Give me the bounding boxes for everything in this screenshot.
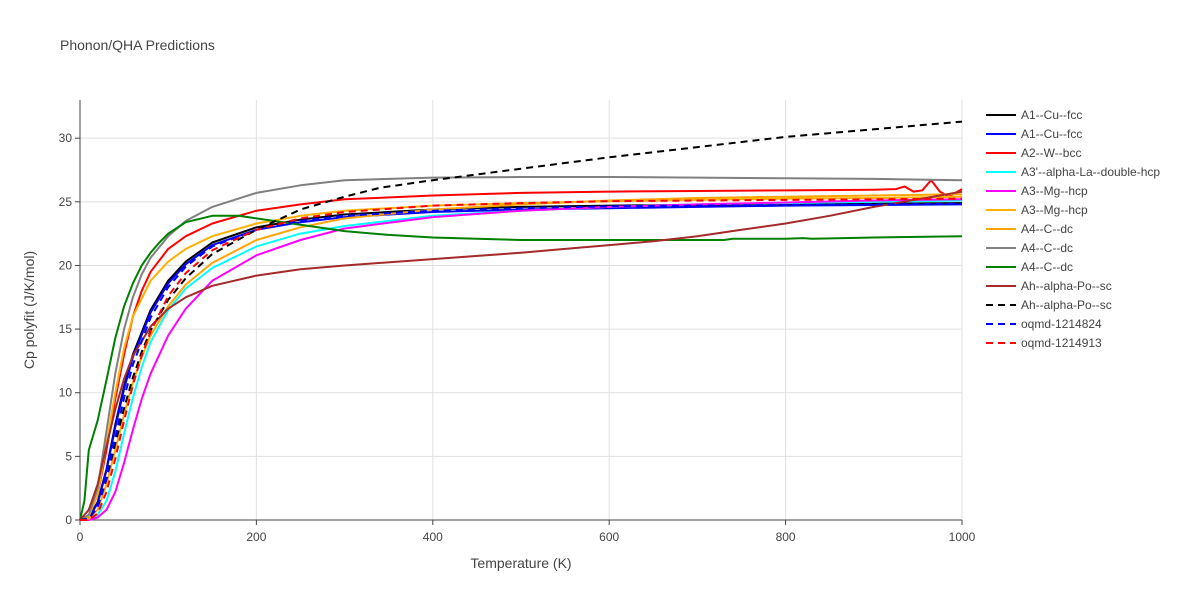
plot-area [79,120,963,521]
series-line-11 [79,202,963,521]
series-line-9 [79,190,963,521]
legend-label: A3--Mg--hcp [1021,203,1088,217]
x-tick-label: 400 [423,530,443,544]
y-tick-label: 10 [59,386,73,400]
x-tick-label: 200 [246,530,266,544]
legend-item[interactable]: A4--C--dc [986,260,1073,274]
legend-label: A3--Mg--hcp [1021,184,1088,198]
y-tick-label: 20 [59,258,73,272]
legend-item[interactable]: A3--Mg--hcp [986,203,1088,217]
legend-item[interactable]: A4--C--dc [986,222,1073,236]
legend-label: A4--C--dc [1021,241,1073,255]
legend-label: A1--Cu--fcc [1021,127,1082,141]
legend-label: A3'--alpha-La--double-hcp [1021,165,1160,179]
legend-item[interactable]: Ah--alpha-Po--sc [986,279,1112,293]
legend-item[interactable]: A1--Cu--fcc [986,108,1082,122]
legend-label: A1--Cu--fcc [1021,108,1082,122]
legend-label: oqmd-1214913 [1021,336,1102,350]
series-line-8 [79,214,963,521]
x-axis-title: Temperature (K) [470,555,571,571]
legend-item[interactable]: A4--C--dc [986,241,1073,255]
y-axis-title: Cp polyfit (J/K/mol) [21,251,37,369]
legend-label: Ah--alpha-Po--sc [1021,279,1112,293]
y-tick-label: 25 [59,195,73,209]
series-line-6 [79,193,963,521]
y-tick-label: 15 [59,322,73,336]
series-line-5 [79,195,963,521]
y-axis-ticks: 0 5 10 15 20 25 30 [59,131,80,527]
legend-item[interactable]: A3--Mg--hcp [986,184,1088,198]
legend-item[interactable]: oqmd-1214824 [986,317,1102,331]
series-line-7 [79,176,963,521]
legend-label: Ah--alpha-Po--sc [1021,298,1112,312]
axes [79,100,962,521]
y-tick-label: 5 [65,449,72,463]
series-line-12 [80,197,963,521]
legend-label: oqmd-1214824 [1021,317,1102,331]
y-tick-label: 0 [65,513,72,527]
legend-item[interactable]: oqmd-1214913 [986,336,1102,350]
x-tick-label: 1000 [949,530,976,544]
x-tick-label: 0 [77,530,84,544]
y-tick-label: 30 [59,131,73,145]
x-axis-ticks: 0 200 400 600 800 1000 [77,520,976,544]
legend-label: A2--W--bcc [1021,146,1081,160]
legend-item[interactable]: Ah--alpha-Po--sc [986,298,1112,312]
series-line-2 [79,179,963,521]
legend-label: A4--C--dc [1021,222,1073,236]
legend-item[interactable]: A1--Cu--fcc [986,127,1082,141]
legend: A1--Cu--fcc A1--Cu--fcc A2--W--bcc A3'--alp… [986,108,1160,350]
chart-title: Phonon/QHA Predictions [60,37,215,53]
x-tick-label: 800 [776,530,796,544]
legend-item[interactable]: A2--W--bcc [986,146,1081,160]
series-line-1 [79,203,963,521]
legend-item[interactable]: A3'--alpha-La--double-hcp [986,165,1160,179]
legend-label: A4--C--dc [1021,260,1073,274]
x-tick-label: 600 [599,530,619,544]
